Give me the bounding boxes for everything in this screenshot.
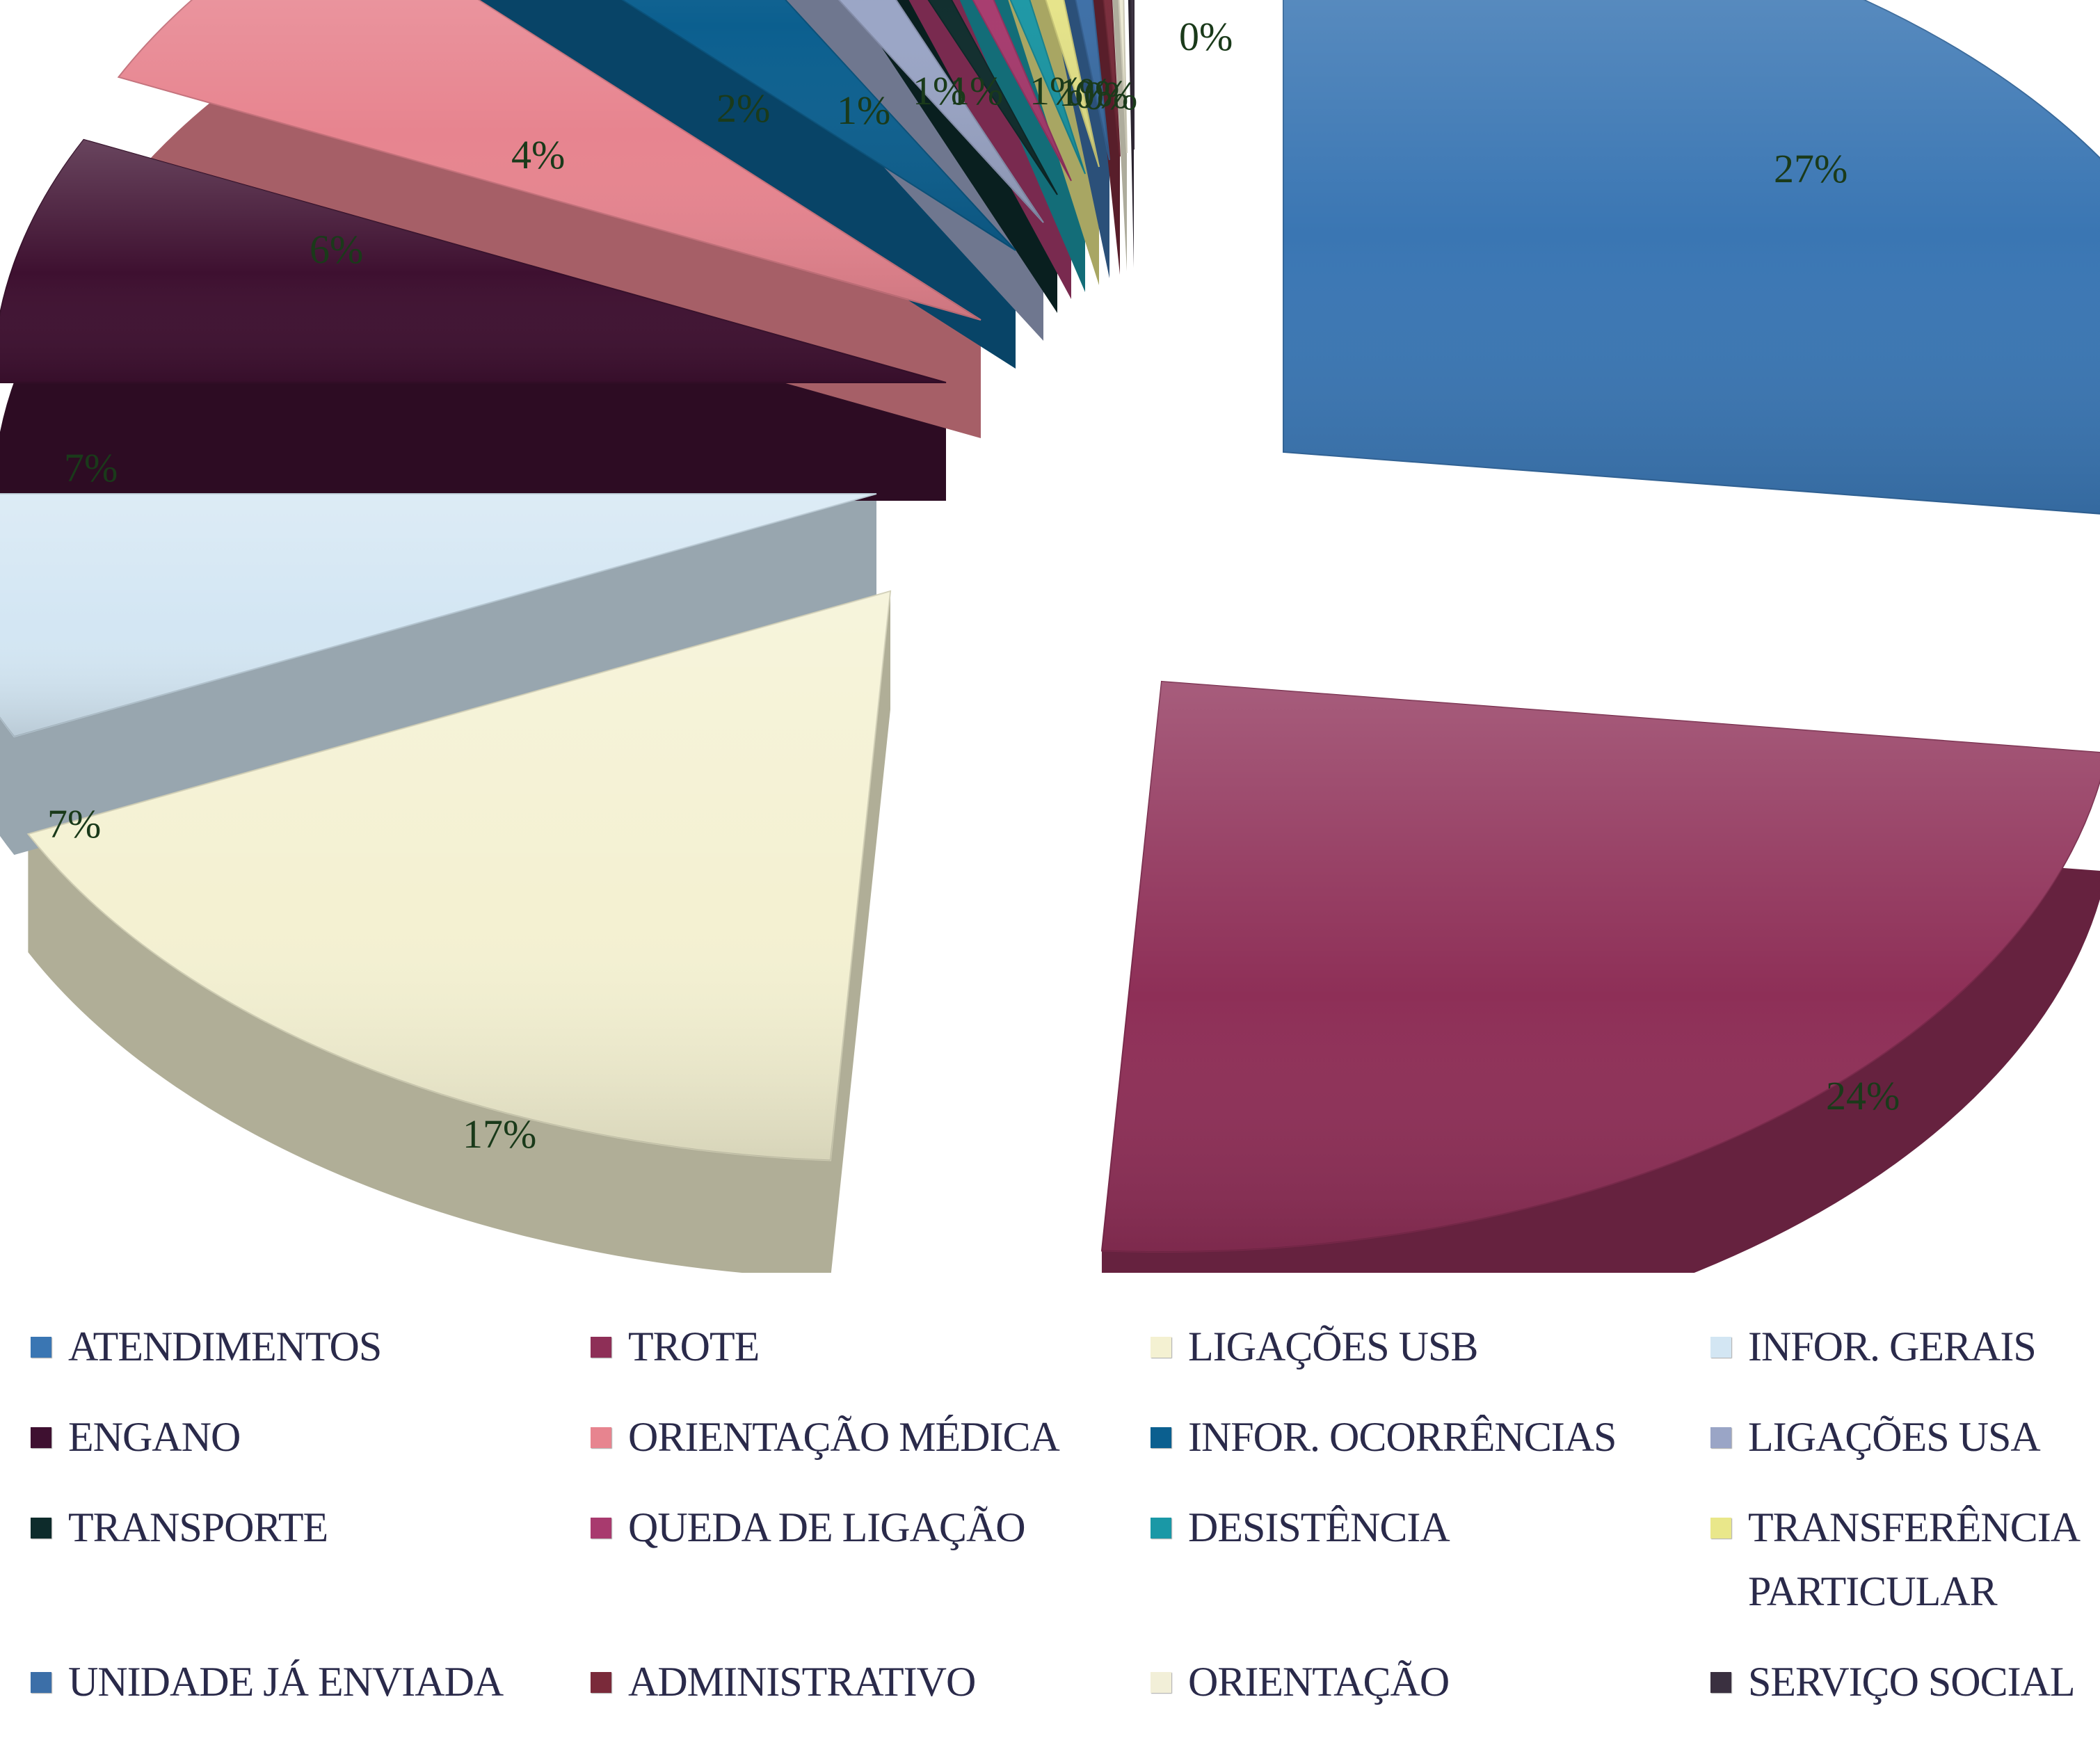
legend-label: ADMINISTRATIVO <box>628 1659 976 1705</box>
legend-label: ORIENTAÇÃO MÉDICA <box>628 1414 1060 1460</box>
slice-label-orientacao: 0% <box>1084 73 1137 118</box>
slice-label-engano: 7% <box>64 445 118 490</box>
legend-label: INFOR. OCORRÊNCIAS <box>1188 1414 1617 1460</box>
slice-label-administrativo: 0% <box>1075 72 1128 117</box>
legend-item-unidade-ja-enviada: UNIDADE JÁ ENVIADA <box>31 1650 591 1714</box>
legend-item-transporte: TRANSPORTE <box>31 1495 591 1623</box>
slice-label-trote: 24% <box>1826 1073 1900 1118</box>
slice-label-infor-gerais: 7% <box>47 801 101 846</box>
legend-label: TRANSPORTE <box>68 1504 328 1550</box>
slice-label-transferencia-particular: 1% <box>1029 68 1083 113</box>
pie-chart: 27%24%17%7%7%6%4%2% 1% 1%1% 1%1%0%0%0% <box>0 0 2100 1273</box>
legend-swatch <box>1710 1518 1731 1538</box>
slice-shading-atendimentos <box>1283 0 2100 514</box>
slice-shading-transporte <box>928 0 1057 195</box>
slice-labels-layer: 27%24%17%7%7%6%4%2% 1% 1%1% 1%1%0%0%0% <box>47 14 1900 1157</box>
slice-label-ligacoes-usa: 2% <box>716 86 770 131</box>
slice-label-transporte: 1% <box>837 88 890 133</box>
slice-side-infor-gerais <box>0 494 876 855</box>
legend-label: DESISTÊNCIA <box>1188 1504 1450 1550</box>
legend-label: LIGAÇÕES USB <box>1188 1324 1478 1369</box>
legend-item-transferencia-particular: TRANSFERÊNCIA PARTICULAR <box>1710 1495 2090 1623</box>
legend-swatch <box>1710 1672 1731 1693</box>
legend-label: UNIDADE JÁ ENVIADA <box>68 1659 504 1705</box>
slice-side-unidade-ja-enviada <box>1050 0 1109 278</box>
legend-grid: ATENDIMENTOS TROTE LIGAÇÕES USB INFOR. GERA… <box>31 1315 2090 1714</box>
legend-item-engano: ENGANO <box>31 1405 591 1469</box>
legend-item-trote: TROTE <box>591 1315 1151 1379</box>
slice-label-servico-social: 0% <box>1179 14 1233 59</box>
slice-shading-servico-social <box>1130 0 1134 150</box>
legend-swatch <box>1710 1337 1731 1358</box>
slice-side-transporte <box>850 0 1057 313</box>
legend-swatch <box>591 1518 611 1538</box>
slice-label-atendimentos: 27% <box>1774 146 1847 191</box>
legend-label: ENGANO <box>68 1414 241 1460</box>
legend-label: QUEDA DE LIGAÇÃO <box>628 1504 1026 1550</box>
legend-swatch <box>1151 1337 1171 1358</box>
slice-label-desistencia: 1% <box>949 68 1003 113</box>
slice-shading-ligacoes-usb <box>28 591 890 1161</box>
legend-item-administrativo: ADMINISTRATIVO <box>591 1650 1151 1714</box>
legend-swatch <box>591 1672 611 1693</box>
slice-tops-layer <box>0 0 2100 1253</box>
legend-swatch <box>1151 1672 1171 1693</box>
slice-shading-trote <box>1101 682 2100 1252</box>
slice-shading-unidade-ja-enviada <box>1075 0 1109 160</box>
legend-item-ligacoes-usa: LIGAÇÕES USA <box>1710 1405 2090 1469</box>
legend-item-queda-de-ligacao: QUEDA DE LIGAÇÃO <box>591 1495 1151 1623</box>
slice-shading-engano <box>0 139 946 383</box>
slice-shading-orientacao <box>1119 0 1127 153</box>
legend-label: ORIENTAÇÃO <box>1188 1659 1450 1705</box>
legend-label: SERVIÇO SOCIAL <box>1748 1659 2076 1705</box>
legend-item-ligacoes-usb: LIGAÇÕES USB <box>1151 1315 1710 1379</box>
legend-swatch <box>31 1427 51 1448</box>
legend-label: TROTE <box>628 1324 760 1369</box>
slice-label-unidade-ja-enviada: 1% <box>1059 70 1112 115</box>
slice-shading-infor-gerais <box>0 494 876 737</box>
legend-label: TRANSFERÊNCIA PARTICULAR <box>1748 1504 2081 1614</box>
legend-label: LIGAÇÕES USA <box>1748 1414 2041 1460</box>
slice-side-servico-social <box>1128 0 1134 268</box>
legend-item-infor-gerais: INFOR. GERAIS <box>1710 1315 2090 1379</box>
slice-label-infor-ocorrencias: 4% <box>511 132 565 177</box>
legend-item-atendimentos: ATENDIMENTOS <box>31 1315 591 1379</box>
slice-shading-queda-de-ligacao <box>972 0 1071 181</box>
slice-shading-infor-ocorrencias <box>623 0 1016 250</box>
slice-label-ligacoes-usb: 17% <box>463 1111 536 1157</box>
slice-side-ligacoes-usb <box>28 591 890 1273</box>
slice-shading-transferencia-particular <box>1045 0 1099 167</box>
legend-label: ATENDIMENTOS <box>68 1324 382 1369</box>
legend-swatch <box>591 1337 611 1358</box>
legend-swatch <box>1151 1518 1171 1538</box>
slice-shading-administrativo <box>1103 0 1120 156</box>
slice-shading-orientacao-medica <box>118 0 981 320</box>
legend-item-orientacao: ORIENTAÇÃO <box>1151 1650 1710 1714</box>
legend-swatch <box>31 1672 51 1693</box>
legend-label: INFOR. GERAIS <box>1748 1324 2037 1369</box>
slice-side-orientacao-medica <box>118 0 981 438</box>
legend-swatch <box>591 1427 611 1448</box>
legend-item-orientacao-medica: ORIENTAÇÃO MÉDICA <box>591 1405 1151 1469</box>
slice-side-engano <box>0 139 946 501</box>
legend-item-desistencia: DESISTÊNCIA <box>1151 1495 1710 1623</box>
legend-item-infor-ocorrencias: INFOR. OCORRÊNCIAS <box>1151 1405 1710 1469</box>
legend-swatch <box>31 1337 51 1358</box>
slice-label-queda-de-ligacao: 1% <box>913 68 966 113</box>
legend-swatch <box>1710 1427 1731 1448</box>
slice-side-orientacao <box>1112 0 1127 271</box>
legend-item-servico-social: SERVIÇO SOCIAL <box>1710 1650 2090 1714</box>
chart-legend: ATENDIMENTOS TROTE LIGAÇÕES USB INFOR. GERA… <box>31 1315 2090 1714</box>
legend-swatch <box>1151 1427 1171 1448</box>
legend-swatch <box>31 1518 51 1538</box>
slice-label-orientacao-medica: 6% <box>310 227 363 272</box>
